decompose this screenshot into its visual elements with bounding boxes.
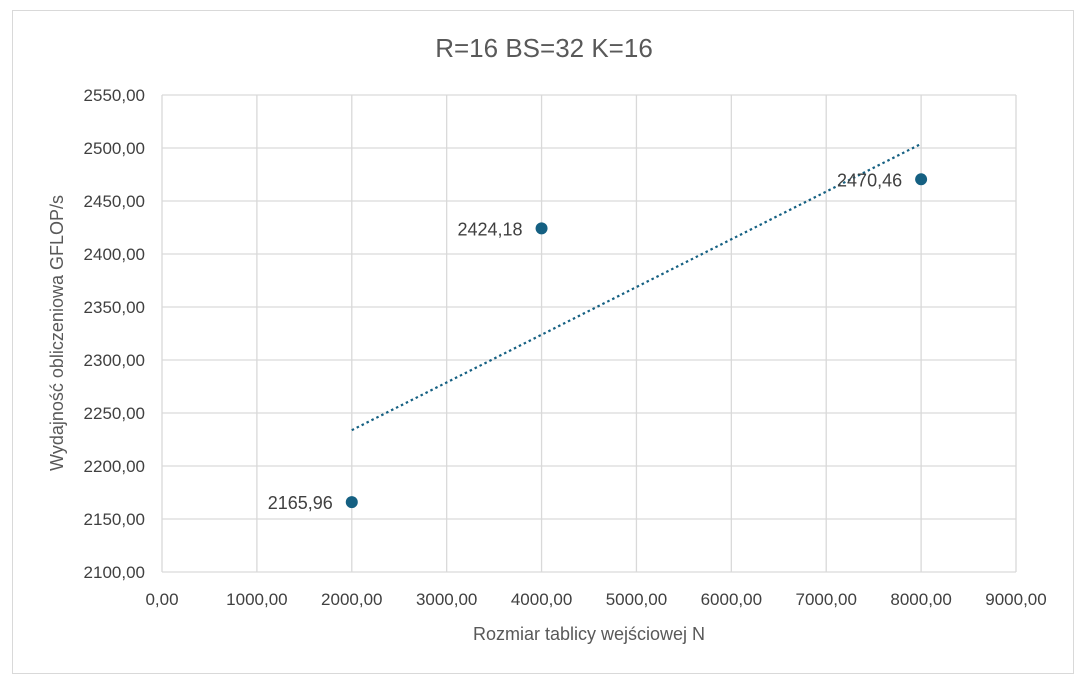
x-tick-label: 1000,00 [226, 590, 287, 609]
x-axis-ticks: 0,00 1000,00 2000,00 3000,00 4000,00 5000,00 6… [145, 590, 1046, 609]
x-tick-label: 2000,00 [321, 590, 382, 609]
data-point [535, 222, 548, 235]
trendline [351, 142, 922, 432]
y-tick-label: 2200,00 [84, 457, 145, 476]
data-label: 2470,46 [837, 170, 902, 190]
chart-title: R=16 BS=32 K=16 [435, 33, 653, 63]
y-axis-title: Wydajność obliczeniowa GFLOP/s [47, 195, 67, 471]
horizontal-gridlines [162, 94, 1016, 573]
chart-frame [12, 10, 1074, 674]
data-labels: 2165,96 2424,18 2470,46 [268, 170, 902, 513]
x-tick-label: 7000,00 [795, 590, 856, 609]
y-tick-label: 2450,00 [84, 192, 145, 211]
x-tick-label: 4000,00 [511, 590, 572, 609]
y-tick-label: 2250,00 [84, 404, 145, 423]
y-tick-label: 2350,00 [84, 298, 145, 317]
x-tick-label: 6000,00 [701, 590, 762, 609]
data-points [345, 173, 928, 509]
y-tick-label: 2500,00 [84, 139, 145, 158]
x-tick-label: 8000,00 [890, 590, 951, 609]
x-axis-title: Rozmiar tablicy wejściowej N [473, 624, 705, 644]
data-point [915, 173, 928, 186]
y-axis-ticks: 2100,00 2150,00 2200,00 2250,00 2300,00 2350,… [84, 86, 145, 582]
y-tick-label: 2550,00 [84, 86, 145, 105]
y-tick-label: 2100,00 [84, 563, 145, 582]
x-tick-label: 9000,00 [985, 590, 1046, 609]
data-point [345, 496, 358, 509]
y-tick-label: 2400,00 [84, 245, 145, 264]
x-tick-label: 3000,00 [416, 590, 477, 609]
x-tick-label: 5000,00 [606, 590, 667, 609]
x-tick-label: 0,00 [145, 590, 178, 609]
data-label: 2165,96 [268, 493, 333, 513]
y-tick-label: 2150,00 [84, 510, 145, 529]
y-tick-label: 2300,00 [84, 351, 145, 370]
data-label: 2424,18 [457, 219, 522, 239]
